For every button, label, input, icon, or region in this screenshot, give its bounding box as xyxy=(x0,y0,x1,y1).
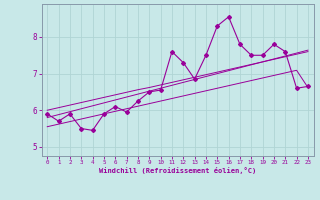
X-axis label: Windchill (Refroidissement éolien,°C): Windchill (Refroidissement éolien,°C) xyxy=(99,167,256,174)
